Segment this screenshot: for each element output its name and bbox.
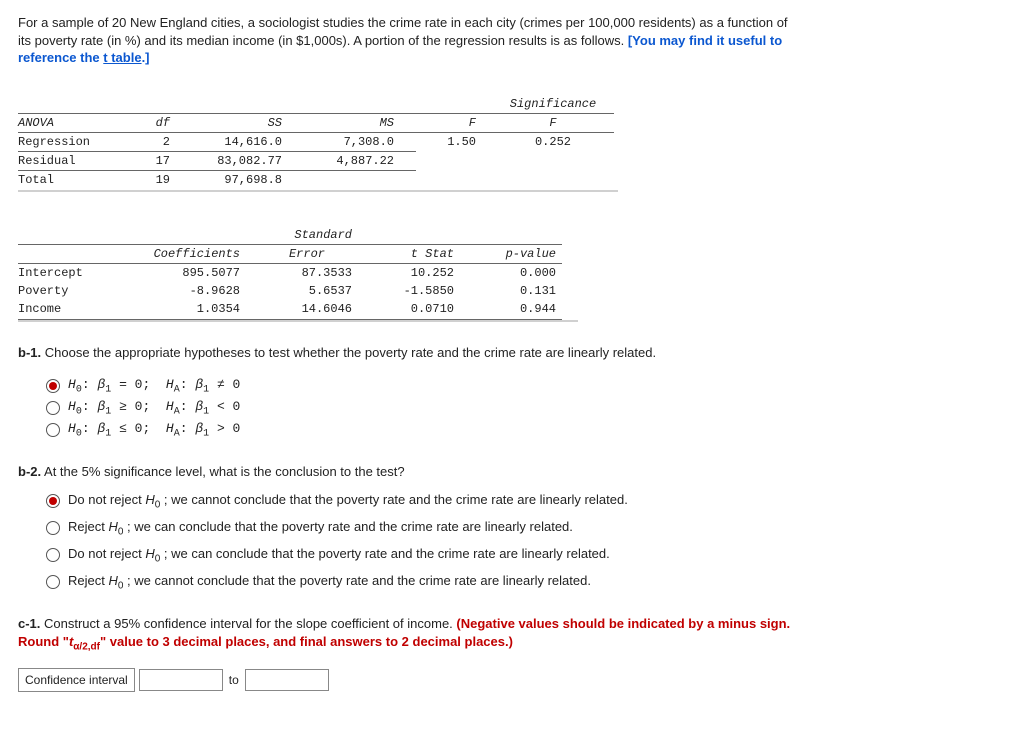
anova-hdr-src: ANOVA: [18, 113, 130, 132]
b2-opt2-text: Reject H0 ; we can conclude that the pov…: [68, 518, 573, 539]
confidence-interval-row: Confidence interval to: [18, 668, 1006, 692]
anova-hdr-df: df: [130, 113, 192, 132]
table-row: Residual 17 83,082.77 4,887.22: [18, 152, 614, 171]
b1-opt3-text: H0: β1 ≤ 0; HA: β1 > 0: [68, 420, 240, 441]
c1-red2: Round "tα/2,df" value to 3 decimal place…: [18, 634, 513, 649]
intro-line2a: its poverty rate (in %) and its median i…: [18, 33, 628, 48]
b1-option-1[interactable]: H0: β1 = 0; HA: β1 ≠ 0: [46, 375, 1006, 397]
b1-options: H0: β1 = 0; HA: β1 ≠ 0 H0: β1 ≥ 0; HA: β…: [46, 375, 1006, 441]
b2-option-1[interactable]: Do not reject H0 ; we cannot conclude th…: [46, 491, 1006, 512]
radio-icon: [46, 548, 60, 562]
radio-icon: [46, 575, 60, 589]
ci-label: Confidence interval: [18, 668, 135, 692]
table-row: Regression 2 14,616.0 7,308.0 1.50 0.252: [18, 133, 614, 152]
radio-icon: [46, 401, 60, 415]
question-c1: c-1. Construct a 95% confidence interval…: [18, 615, 1006, 654]
anova-hdr-ms: MS: [304, 113, 416, 132]
anova-hdr-f: F: [416, 113, 498, 132]
b1-opt2-text: H0: β1 ≥ 0; HA: β1 < 0: [68, 398, 240, 419]
radio-icon: [46, 521, 60, 535]
ci-upper-input[interactable]: [245, 669, 329, 691]
b2-option-2[interactable]: Reject H0 ; we can conclude that the pov…: [46, 518, 1006, 539]
question-b1: b-1. Choose the appropriate hypotheses t…: [18, 344, 1006, 362]
b2-text: At the 5% significance level, what is th…: [41, 464, 405, 479]
intro-line1: For a sample of 20 New England cities, a…: [18, 15, 788, 30]
coef-hdr-p: p-value: [476, 244, 562, 263]
b1-label: b-1.: [18, 345, 41, 360]
coefficients-table: Standard Coefficients Error t Stat p-val…: [18, 226, 562, 320]
ci-to-label: to: [227, 672, 241, 688]
b1-option-2[interactable]: H0: β1 ≥ 0; HA: β1 < 0: [46, 397, 1006, 419]
anova-sig-label: Significance: [498, 95, 614, 114]
c1-label: c-1.: [18, 616, 40, 631]
radio-icon: [46, 423, 60, 437]
b2-opt4-text: Reject H0 ; we cannot conclude that the …: [68, 572, 591, 593]
intro-paragraph: For a sample of 20 New England cities, a…: [18, 14, 1006, 67]
intro-line3a: reference the: [18, 50, 103, 65]
coef-hdr-t: t Stat: [374, 244, 476, 263]
anova-hdr-ss: SS: [192, 113, 304, 132]
b2-options: Do not reject H0 ; we cannot conclude th…: [46, 491, 1006, 593]
c1-red1: (Negative values should be indicated by …: [456, 616, 790, 631]
coef-hdr-se2: Error: [262, 244, 374, 263]
table-row: Poverty -8.9628 5.6537 -1.5850 0.131: [18, 282, 562, 300]
ci-lower-input[interactable]: [139, 669, 223, 691]
radio-selected-icon: [46, 379, 60, 393]
b2-label: b-2.: [18, 464, 41, 479]
anova-table: Significance ANOVA df SS MS F F Regressi…: [18, 95, 614, 190]
b2-option-4[interactable]: Reject H0 ; we cannot conclude that the …: [46, 572, 1006, 593]
b1-option-3[interactable]: H0: β1 ≤ 0; HA: β1 > 0: [46, 419, 1006, 441]
b2-opt3-text: Do not reject H0 ; we can conclude that …: [68, 545, 610, 566]
bracket-open: [You may find it useful to: [628, 33, 782, 48]
b2-opt1-text: Do not reject H0 ; we cannot conclude th…: [68, 491, 628, 512]
b1-text: Choose the appropriate hypotheses to tes…: [41, 345, 656, 360]
table-row: Income 1.0354 14.6046 0.0710 0.944: [18, 300, 562, 319]
anova-hdr-sigf: F: [498, 113, 614, 132]
c1-text1: Construct a 95% confidence interval for …: [40, 616, 456, 631]
b2-option-3[interactable]: Do not reject H0 ; we can conclude that …: [46, 545, 1006, 566]
t-table-link[interactable]: t table: [103, 50, 141, 65]
coef-hdr-coef: Coefficients: [130, 244, 262, 263]
table-row: Intercept 895.5077 87.3533 10.252 0.000: [18, 263, 562, 282]
bracket-close: .]: [142, 50, 150, 65]
radio-selected-icon: [46, 494, 60, 508]
table-row: Total 19 97,698.8: [18, 171, 614, 190]
b1-opt1-text: H0: β1 = 0; HA: β1 ≠ 0: [68, 376, 240, 397]
coef-hdr-se1: Standard: [262, 226, 374, 245]
question-b2: b-2. At the 5% significance level, what …: [18, 463, 1006, 481]
